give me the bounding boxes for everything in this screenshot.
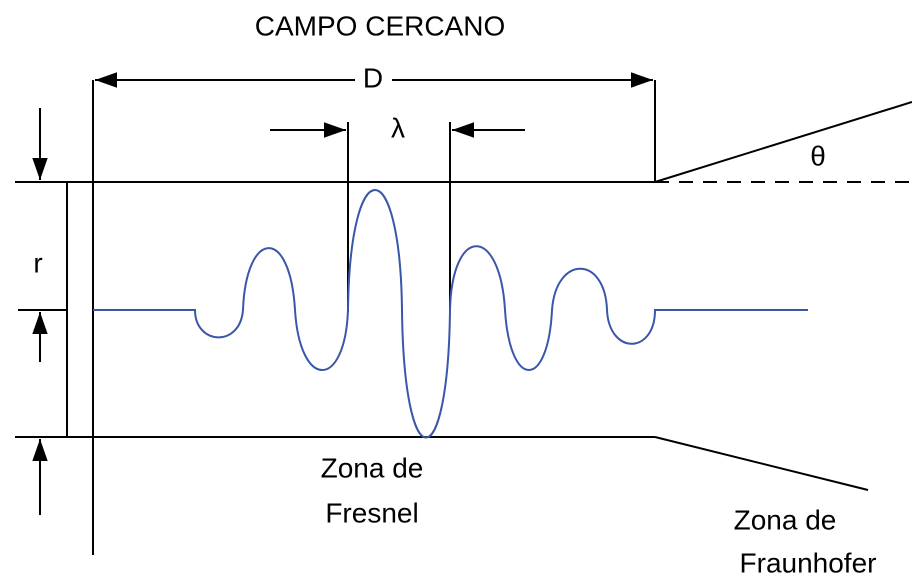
aperture-label: D [363, 62, 383, 93]
zone-label: Fresnel [325, 497, 418, 528]
zone-label: Fraunhofer [740, 547, 877, 578]
wave [93, 189, 808, 439]
frame-lines [15, 80, 912, 555]
wavelength-label: λ [391, 112, 405, 143]
zone-label: Zona de [321, 452, 424, 483]
zone-label: Zona de [734, 504, 837, 535]
radius-label: r [33, 247, 42, 278]
angle-label: θ [810, 140, 826, 171]
title: CAMPO CERCANO [255, 10, 505, 41]
arrows [32, 72, 653, 515]
